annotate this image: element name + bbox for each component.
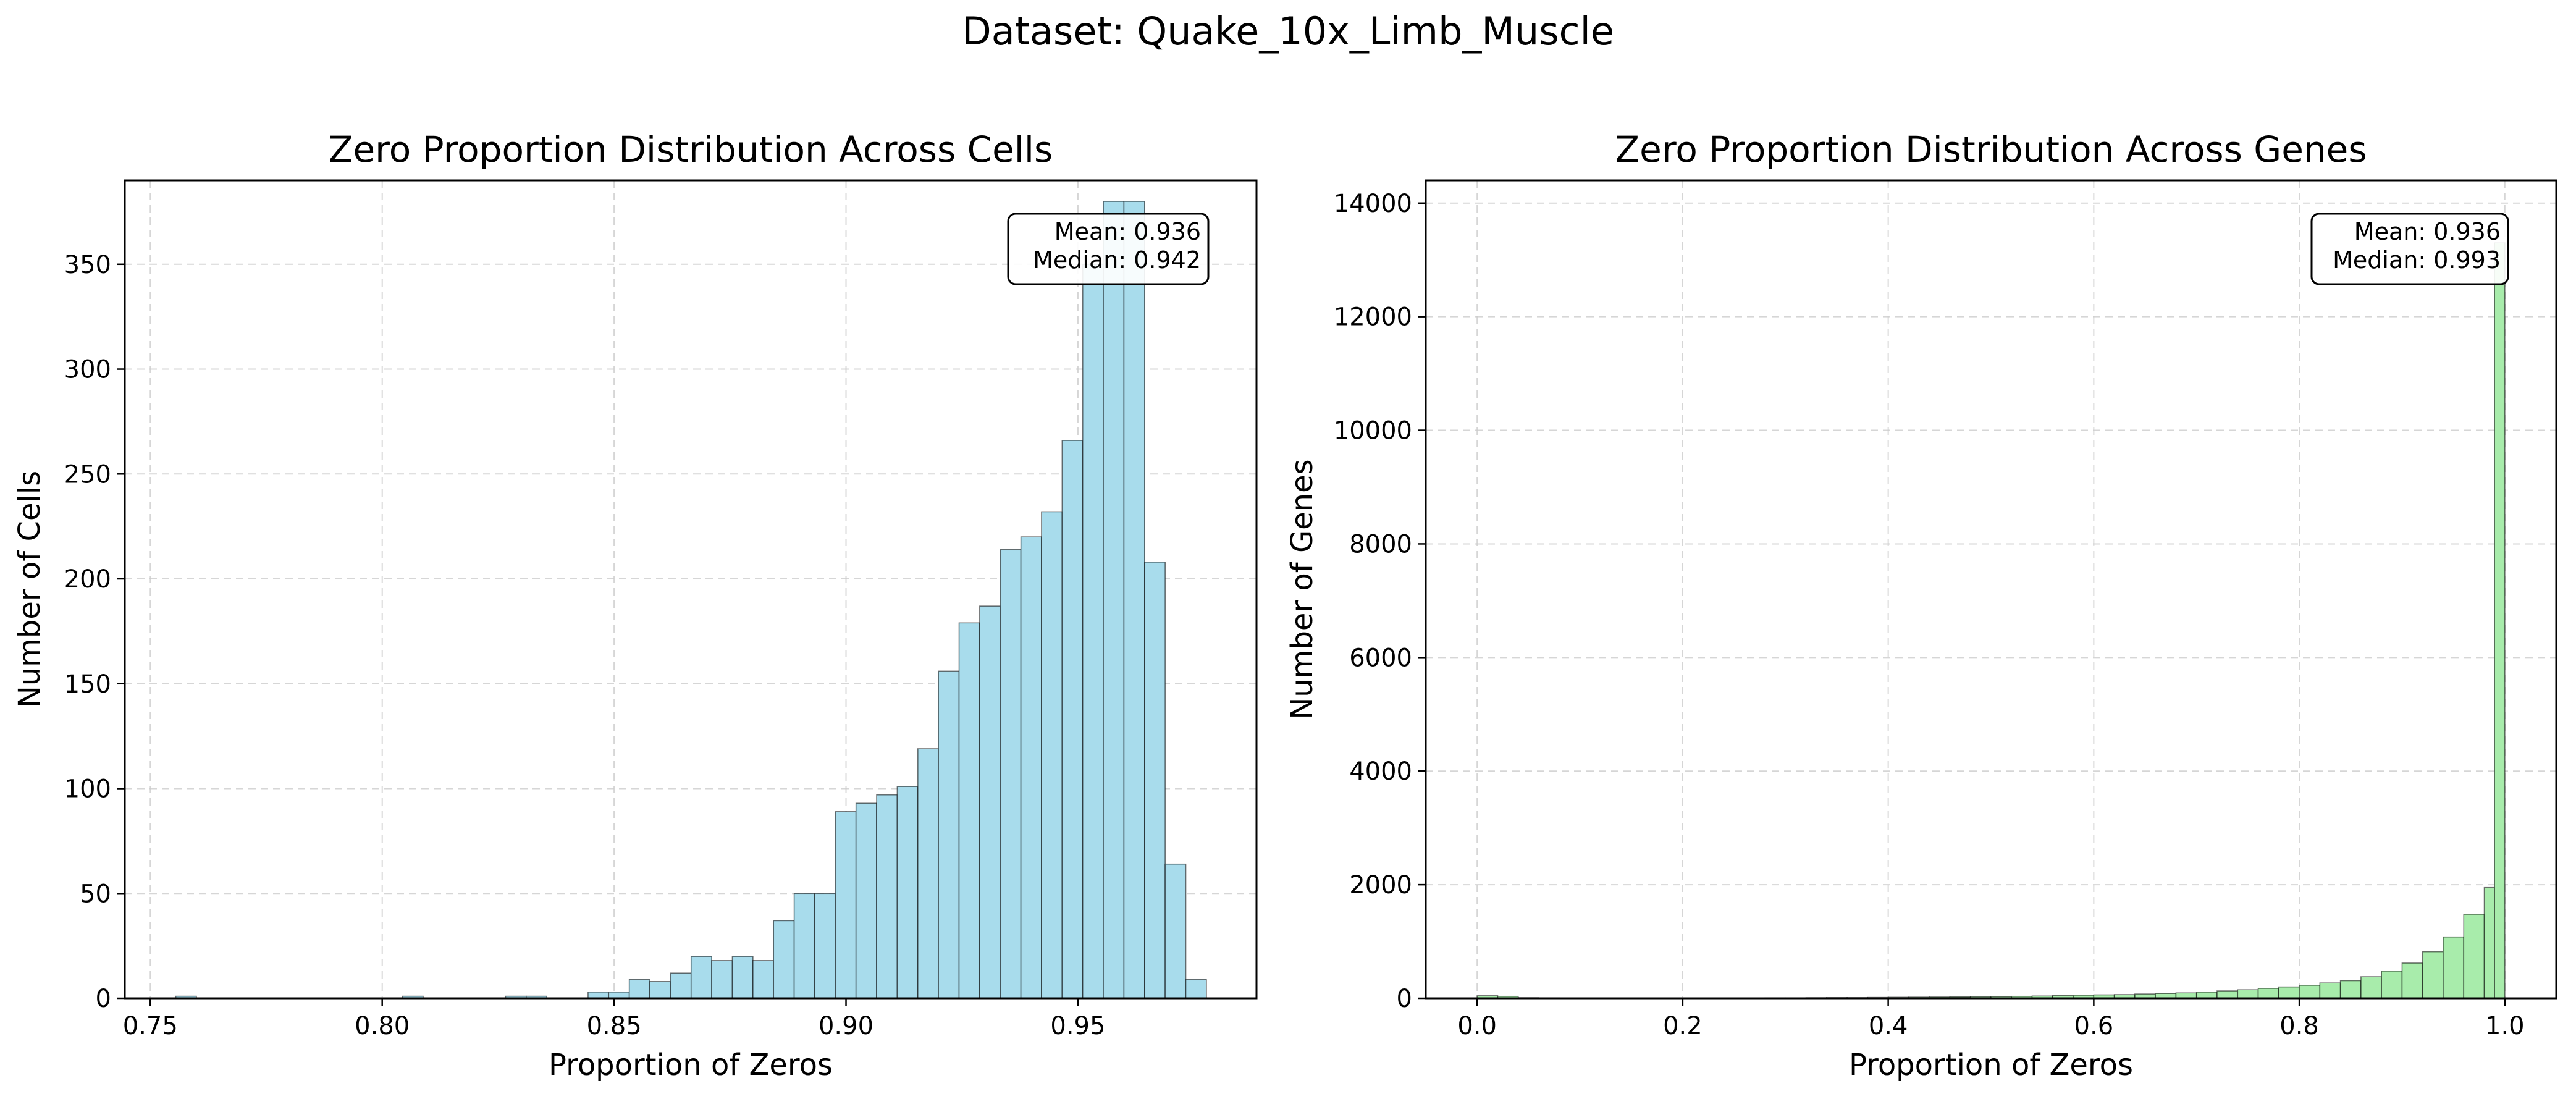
cells-histogram-bar (752, 960, 775, 999)
cells-histogram-bar (587, 992, 610, 999)
genes-histogram-bar (2237, 989, 2259, 999)
cells-x-tick-label: 0.95 (1050, 1012, 1105, 1040)
cells-x-ticks: 0.75 0.80 0.85 0.90 0.95 (123, 998, 1105, 1040)
genes-y-tick-label: 10000 (1334, 417, 1412, 445)
cells-histogram-bar (1000, 549, 1022, 999)
genes-bars (1476, 242, 2506, 999)
cells-histogram-bar (628, 979, 650, 999)
cells-histogram-bar (670, 972, 692, 999)
cells-histogram-bar (855, 802, 877, 999)
genes-grid (1426, 180, 2556, 999)
genes-x-ticks: 0.0 0.2 0.4 0.6 0.8 1.0 (1457, 998, 2525, 1040)
cells-histogram-bar (958, 622, 980, 999)
cells-histogram-bar (711, 960, 733, 999)
genes-y-tick-label: 0 (1397, 985, 1412, 1013)
cells-bars (175, 201, 1207, 999)
cells-y-tick-label: 50 (80, 880, 111, 908)
genes-stats-box: Mean: 0.936 Median: 0.993 (2310, 213, 2509, 285)
cells-histogram-bar (1144, 562, 1166, 999)
genes-histogram-bar (2463, 914, 2485, 999)
genes-histogram-bar (2319, 982, 2341, 999)
genes-histogram-bar (2422, 951, 2444, 999)
cells-y-tick-label: 200 (64, 565, 111, 594)
genes-histogram-bar (2195, 992, 2218, 999)
genes-y-tick-label: 2000 (1349, 871, 1412, 899)
genes-x-tick-label: 0.4 (1869, 1012, 1908, 1040)
genes-histogram-bar (2443, 936, 2465, 999)
cells-histogram-bar (1041, 511, 1063, 999)
cells-x-tick-label: 0.85 (587, 1012, 642, 1040)
cells-histogram-bar (1082, 263, 1104, 999)
genes-y-axis-label: Number of Genes (1285, 459, 1320, 719)
cells-histogram-bar (917, 748, 939, 999)
cells-histogram-bar (1103, 201, 1125, 999)
cells-median-label: Median: 0.942 (1033, 246, 1201, 274)
cells-histogram-bar (1164, 863, 1187, 999)
cells-x-tick-label: 0.75 (123, 1012, 178, 1040)
cells-histogram-bar (649, 981, 671, 999)
cells-y-tick-label: 150 (64, 670, 111, 699)
genes-histogram-bar (2339, 980, 2362, 999)
cells-y-tick-label: 350 (64, 251, 111, 279)
cells-y-tick-label: 250 (64, 460, 111, 489)
genes-histogram-bar (2494, 242, 2506, 999)
cells-histogram-bar (1061, 440, 1084, 999)
genes-y-tick-label: 4000 (1349, 757, 1412, 786)
cells-histogram-bar (690, 956, 712, 999)
cells-y-tick-label: 0 (96, 985, 111, 1013)
genes-x-axis-label: Proportion of Zeros (1849, 1048, 2133, 1082)
genes-chart-title: Zero Proportion Distribution Across Gene… (1615, 128, 2367, 171)
cells-x-tick-label: 0.80 (355, 1012, 410, 1040)
genes-median-label: Median: 0.993 (2333, 246, 2501, 274)
cells-histogram-bar (979, 605, 1001, 999)
genes-y-tick-label: 12000 (1334, 303, 1412, 332)
figure-suptitle: Dataset: Quake_10x_Limb_Muscle (962, 9, 1614, 54)
genes-histogram-bar (2381, 971, 2403, 999)
cells-histogram-bar (896, 786, 919, 999)
genes-mean-label: Mean: 0.936 (2354, 218, 2501, 245)
cells-chart-title: Zero Proportion Distribution Across Cell… (329, 128, 1053, 171)
cells-histogram-bar (876, 794, 898, 999)
cells-mean-label: Mean: 0.936 (1054, 218, 1201, 245)
genes-x-tick-label: 1.0 (2485, 1012, 2525, 1040)
cells-histogram-panel: Zero Proportion Distribution Across Cell… (12, 128, 1258, 1082)
cells-histogram-bar (1020, 536, 1042, 999)
genes-histogram-bar (2360, 976, 2382, 999)
genes-y-tick-label: 8000 (1349, 530, 1412, 558)
cells-histogram-bar (835, 811, 857, 999)
genes-x-tick-label: 0.2 (1663, 1012, 1703, 1040)
genes-histogram-bar (2401, 962, 2423, 999)
cells-histogram-bar (1123, 201, 1145, 999)
cells-histogram-bar (938, 670, 960, 999)
cells-histogram-bar (1185, 979, 1207, 999)
genes-x-tick-label: 0.8 (2279, 1012, 2319, 1040)
cells-x-axis-label: Proportion of Zeros (549, 1048, 833, 1082)
cells-y-tick-label: 300 (64, 356, 111, 384)
genes-histogram-bar (2216, 990, 2239, 999)
genes-histogram-panel: Zero Proportion Distribution Across Gene… (1285, 128, 2557, 1082)
genes-histogram-bar (2278, 986, 2300, 999)
genes-y-tick-label: 14000 (1334, 190, 1412, 218)
cells-plot-frame (124, 179, 1258, 1000)
genes-histogram-bar (2483, 886, 2495, 999)
genes-plot-frame (1425, 179, 2557, 1000)
cells-y-axis-label: Number of Cells (12, 471, 47, 708)
cells-y-ticks: 0 50 100 150 200 250 300 350 (64, 251, 125, 1013)
genes-histogram-bar (2299, 985, 2321, 999)
cells-histogram-bar (814, 893, 836, 999)
genes-y-ticks: 0 2000 4000 6000 8000 10000 12000 14000 (1334, 190, 1426, 1013)
genes-histogram-bar (2257, 988, 2279, 999)
genes-x-tick-label: 0.0 (1457, 1012, 1497, 1040)
cells-x-tick-label: 0.90 (819, 1012, 873, 1040)
cells-stats-box: Mean: 0.936 Median: 0.942 (1007, 213, 1210, 285)
cells-y-tick-label: 100 (64, 775, 111, 804)
genes-y-tick-label: 6000 (1349, 644, 1412, 672)
cells-histogram-bar (793, 893, 815, 999)
cells-histogram-bar (773, 920, 795, 999)
cells-histogram-bar (731, 956, 754, 999)
cells-histogram-bar (608, 992, 630, 999)
genes-x-tick-label: 0.6 (2074, 1012, 2114, 1040)
